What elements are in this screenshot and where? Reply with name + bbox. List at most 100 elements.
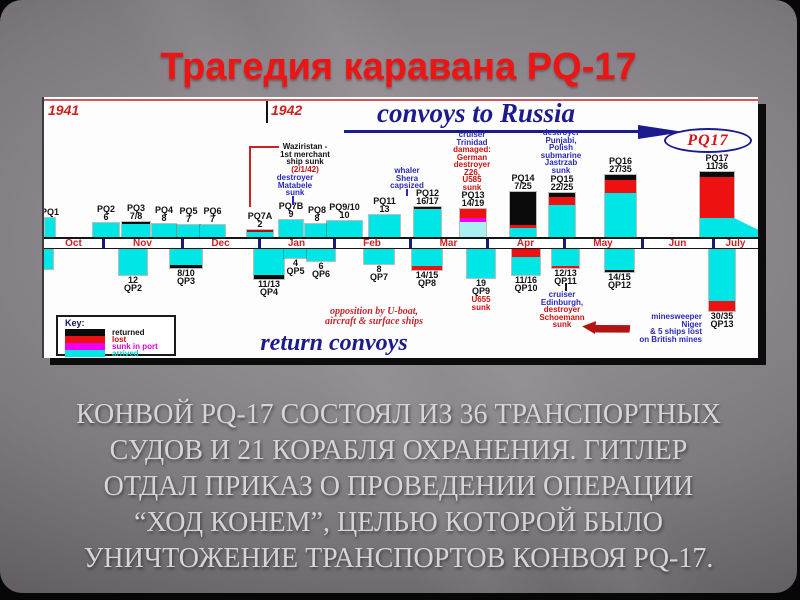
qp-bar-QP8 [412, 249, 442, 270]
qp-bar-QP7 [364, 249, 394, 264]
bar-segment [307, 249, 335, 261]
bar-label-line: 27/35 [609, 164, 632, 174]
legend-row-returned: returned [65, 329, 174, 337]
bar-segment [460, 209, 486, 218]
pq17-stragglers-wedge [734, 218, 758, 237]
annotation-line: destroyer [453, 160, 491, 169]
bar-segment [170, 265, 202, 268]
bar-label-line: PQ13 [461, 190, 485, 200]
bar-segment [122, 224, 150, 237]
chart-top-border [44, 99, 758, 101]
chart-title-return: return convoys [260, 330, 408, 356]
pq-bar-label: PQ12 16/17 [416, 189, 439, 206]
annotation-line: on British mines [639, 334, 702, 344]
bar-label-line: 13 [379, 204, 390, 214]
month-separator [712, 239, 715, 248]
bar-segment [45, 218, 55, 237]
bar-label-line: PQ5 [179, 206, 198, 216]
bar-label-line: PQ2 [96, 204, 116, 214]
legend-swatch [65, 350, 105, 357]
pointer-line [249, 146, 251, 207]
bar-segment [549, 197, 575, 205]
bar-label-line: QP4 [259, 287, 278, 297]
bar-label-line: 6 [318, 261, 324, 271]
pq-bar-PQ5 [177, 225, 200, 237]
bar-label-line: QP9 [471, 286, 491, 296]
annotation-line: destroyer [542, 128, 580, 137]
bar-label-line: 7 [185, 214, 192, 224]
bar-segment [549, 205, 575, 237]
annotation-trinidad: cruiser Trinidad damaged: German destroyer Z2… [453, 131, 491, 191]
bar-segment [512, 257, 540, 275]
bar-segment [305, 224, 329, 237]
slide-body-line: СУДОВ И 21 КОРАБЛЯ ОХРАНЕНИЯ. ГИТЛЕР [109, 435, 688, 466]
annotation-line: & 5 ships lost [649, 327, 702, 336]
annotation-line: sunk [471, 302, 491, 312]
pq17-badge-label: PQ17 [687, 131, 729, 149]
bar-segment [510, 225, 536, 228]
pq-bar-label: PQ15 22/25 [550, 175, 573, 192]
bar-segment [364, 249, 394, 264]
bar-label-line: QP8 [417, 278, 436, 288]
pq-bar-PQ11 [369, 215, 400, 237]
chart-title-convoys: convoys to Russia [376, 98, 576, 128]
pointer-line [292, 196, 294, 205]
annotation-line: whaler [394, 166, 420, 175]
bar-label-line: QP11 [554, 276, 577, 286]
bar-segment [254, 249, 284, 275]
legend-swatch [65, 329, 105, 336]
bar-segment [467, 249, 495, 278]
bar-segment [414, 209, 441, 237]
pq-bar-PQ14 [510, 192, 536, 237]
month-label-mar: Mar [439, 238, 458, 249]
qp-bar-label: 6 QP6 [311, 261, 331, 279]
pq-bar-label: PQ16 27/35 [609, 157, 632, 174]
bar-label-line: 16/17 [416, 196, 439, 206]
annotation-line: sunk [285, 188, 305, 197]
annotation-line: Punjabi, [545, 135, 577, 145]
pq-bar-PQ9/10 [327, 221, 362, 237]
pq-bar-PQ6 [200, 225, 225, 237]
bar-segment [510, 228, 536, 237]
bar-label-line: 4 [292, 258, 299, 268]
month-label-jan: Jan [287, 238, 306, 249]
annotation-line: minesweeper [651, 312, 702, 321]
annotation-line: 1st merchant [280, 149, 330, 159]
bar-label-line: 11/16 [514, 275, 538, 285]
month-label-dec: Dec [211, 238, 230, 249]
bar-label-line: PQ6 [203, 206, 222, 216]
bar-label-line: 8 [161, 213, 167, 223]
qp-bar-QP9 [467, 249, 495, 278]
annotation-line: Matabele [277, 180, 313, 190]
slide-body-line: КОНВОЙ PQ-17 СОСТОЯЛ ИЗ 36 ТРАНСПОРТНЫХ [76, 399, 721, 430]
qp-bar-unlabeled [44, 249, 53, 269]
annotation-line: (2/1/42) [291, 164, 319, 174]
pq-bar-label: PQ9/10 10 [329, 203, 360, 220]
bar-label-line: QP2 [123, 283, 143, 293]
qp-bar-label: 12 QP2 [123, 275, 143, 293]
pq-bar-label: PQ7B 9 [279, 202, 304, 219]
bar-label-line: QP13 [710, 319, 734, 329]
bar-label-line: 19 [475, 278, 487, 288]
qp-bar-label: 8/10 QP3 [177, 269, 195, 286]
qp-bar-label: 14/15 QP8 [416, 271, 439, 288]
qp-bar-label: 14/15 QP12 [608, 273, 631, 290]
bar-label-line: QP6 [311, 269, 331, 279]
pq-bar-label: PQ13 14/19 [461, 190, 485, 208]
bar-label-line: 11/13 [257, 279, 281, 289]
qp-bar-QP13 [709, 249, 735, 311]
bar-label-line: QP5 [286, 266, 305, 276]
slide-body-line: ОТДАЛ ПРИКАЗ О ПРОВЕДЕНИИ ОПЕРАЦИИ [103, 471, 694, 502]
legend-label: sunk in port [112, 342, 158, 351]
bar-label-line: 11/36 [705, 161, 729, 171]
bar-segment [254, 275, 284, 279]
qp-bar-QP4 [254, 249, 284, 279]
bar-segment [700, 177, 734, 218]
annotation-line: sunk [462, 182, 482, 192]
bar-segment [279, 220, 303, 237]
bar-segment [327, 221, 362, 237]
bar-label-line: 12 [127, 275, 139, 285]
bar-segment [414, 207, 441, 209]
legend-swatch [65, 336, 105, 343]
annotation-line: Niger [681, 319, 702, 329]
